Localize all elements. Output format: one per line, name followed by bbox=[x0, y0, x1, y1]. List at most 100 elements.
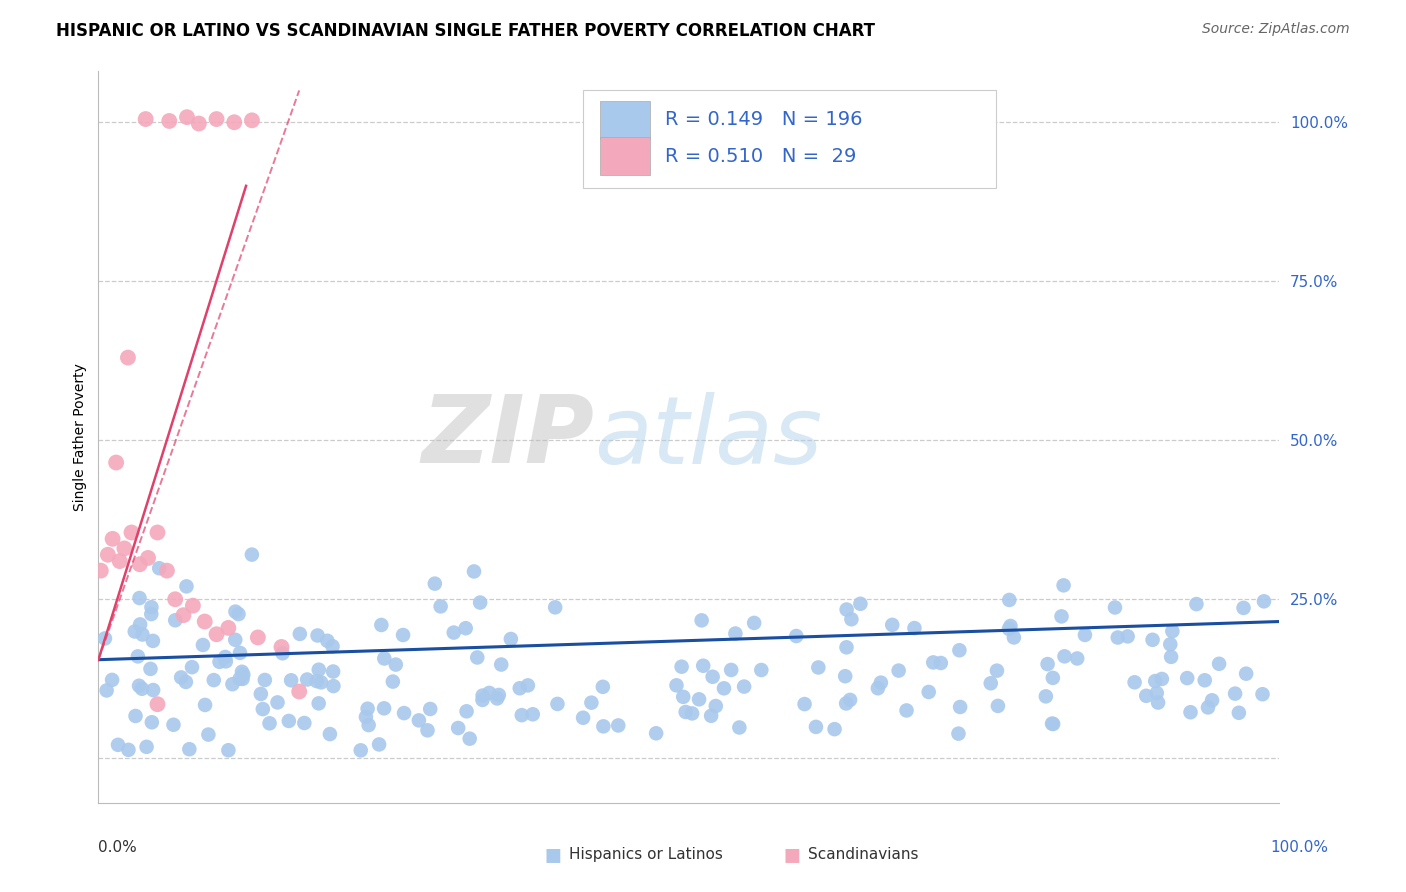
Point bbox=[250, 687, 273, 701]
Point bbox=[700, 708, 723, 723]
Point bbox=[1135, 689, 1157, 703]
Point bbox=[288, 684, 311, 698]
Point bbox=[785, 629, 807, 643]
Point bbox=[724, 626, 747, 640]
Point bbox=[486, 691, 509, 706]
Point bbox=[488, 688, 510, 702]
Point bbox=[187, 116, 209, 130]
Point bbox=[146, 525, 169, 540]
Point bbox=[1150, 672, 1173, 686]
Point bbox=[454, 621, 477, 635]
Point bbox=[887, 664, 910, 678]
Point bbox=[165, 592, 187, 607]
Point bbox=[240, 548, 263, 562]
Point bbox=[671, 659, 693, 673]
Point bbox=[998, 593, 1021, 607]
Point bbox=[1050, 609, 1073, 624]
Point bbox=[1185, 597, 1208, 611]
Point bbox=[1161, 624, 1184, 639]
Point bbox=[141, 607, 163, 621]
Point bbox=[478, 686, 501, 700]
Point bbox=[1146, 686, 1168, 700]
Point bbox=[307, 628, 329, 642]
Point bbox=[373, 701, 395, 715]
Point bbox=[1159, 637, 1181, 651]
Point bbox=[948, 726, 970, 740]
Point bbox=[271, 646, 294, 660]
Point bbox=[1104, 600, 1126, 615]
Text: ▪: ▪ bbox=[544, 840, 562, 869]
Point bbox=[793, 697, 815, 711]
Point bbox=[124, 709, 146, 723]
Point bbox=[949, 700, 972, 714]
Point bbox=[208, 655, 231, 669]
Point bbox=[181, 660, 204, 674]
Point bbox=[217, 621, 239, 635]
Point bbox=[205, 627, 228, 641]
Point bbox=[849, 597, 872, 611]
Point bbox=[136, 550, 159, 565]
Point bbox=[1053, 649, 1076, 664]
Text: R = 0.149   N = 196: R = 0.149 N = 196 bbox=[665, 110, 863, 129]
Point bbox=[107, 738, 129, 752]
Point bbox=[288, 627, 311, 641]
Point bbox=[176, 579, 198, 593]
Point bbox=[117, 351, 139, 365]
Point bbox=[998, 622, 1021, 636]
Point bbox=[174, 674, 197, 689]
Point bbox=[1042, 717, 1064, 731]
Point bbox=[179, 742, 201, 756]
Point bbox=[354, 710, 377, 724]
Point bbox=[322, 640, 344, 654]
Point bbox=[835, 640, 858, 655]
Point bbox=[214, 650, 236, 665]
FancyBboxPatch shape bbox=[600, 137, 650, 175]
Point bbox=[807, 660, 830, 674]
Point bbox=[94, 632, 117, 646]
Point bbox=[675, 705, 697, 719]
Point bbox=[215, 654, 238, 668]
Point bbox=[510, 708, 533, 723]
Point bbox=[350, 743, 373, 757]
Point bbox=[142, 633, 165, 648]
Point bbox=[357, 718, 380, 732]
Point bbox=[108, 554, 131, 568]
Point bbox=[194, 615, 217, 629]
Point bbox=[416, 723, 439, 738]
Point bbox=[101, 532, 124, 546]
Text: 0.0%: 0.0% bbox=[98, 840, 138, 855]
Point bbox=[443, 625, 465, 640]
Point bbox=[368, 738, 391, 752]
Text: Scandinavians: Scandinavians bbox=[808, 847, 920, 862]
Point bbox=[522, 707, 544, 722]
Point bbox=[381, 674, 404, 689]
Point bbox=[429, 599, 451, 614]
Point bbox=[408, 714, 430, 728]
Point bbox=[305, 674, 328, 689]
Point bbox=[465, 650, 488, 665]
Text: atlas: atlas bbox=[595, 392, 823, 483]
Point bbox=[253, 673, 276, 687]
Point bbox=[1160, 649, 1182, 664]
Point bbox=[117, 743, 139, 757]
Point bbox=[1035, 690, 1057, 704]
Point bbox=[458, 731, 481, 746]
Point bbox=[509, 681, 531, 696]
Point bbox=[987, 698, 1010, 713]
Point bbox=[720, 663, 742, 677]
Point bbox=[1000, 619, 1022, 633]
Point bbox=[804, 720, 827, 734]
Point bbox=[980, 676, 1002, 690]
Point bbox=[702, 670, 724, 684]
Point bbox=[105, 456, 128, 470]
Point bbox=[128, 679, 150, 693]
Point bbox=[896, 703, 918, 717]
Point bbox=[252, 702, 274, 716]
Point bbox=[471, 689, 494, 703]
Point bbox=[1232, 600, 1254, 615]
Point bbox=[419, 702, 441, 716]
Point bbox=[112, 541, 135, 556]
Point bbox=[135, 112, 157, 126]
Point bbox=[704, 699, 727, 714]
Point bbox=[392, 628, 415, 642]
